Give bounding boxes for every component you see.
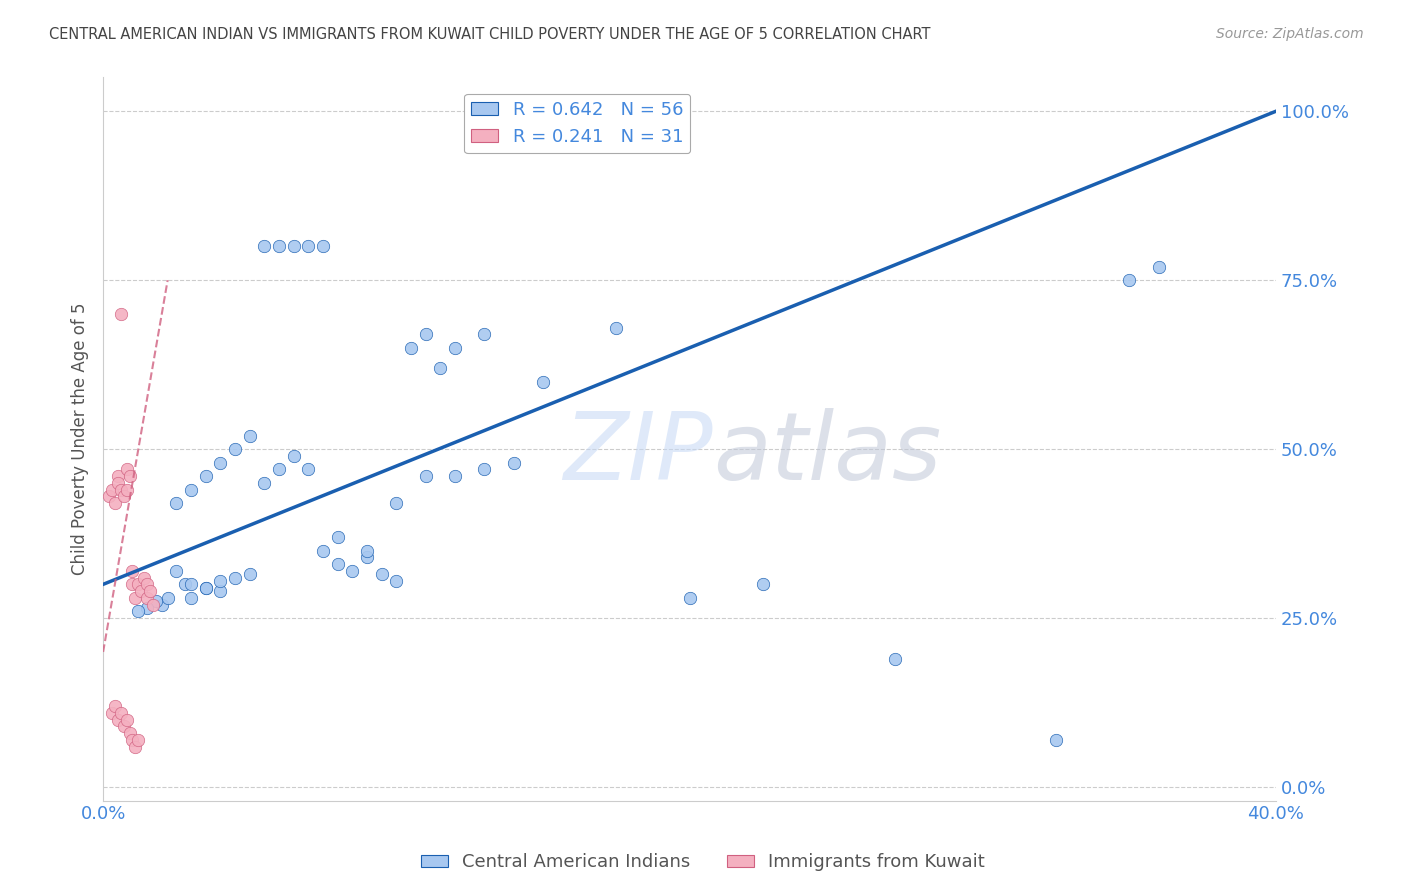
Point	[312, 239, 335, 253]
Point	[239, 428, 262, 442]
Point	[209, 584, 232, 599]
Point	[165, 496, 187, 510]
Point	[194, 469, 217, 483]
Point	[356, 550, 378, 565]
Point	[429, 361, 451, 376]
Point	[224, 442, 246, 457]
Point	[385, 496, 408, 510]
Point	[107, 475, 129, 490]
Point	[883, 651, 905, 665]
Point	[174, 577, 197, 591]
Point	[180, 577, 202, 591]
Text: ZIP: ZIP	[564, 408, 713, 499]
Point	[136, 591, 159, 605]
Point	[326, 530, 349, 544]
Point	[194, 581, 217, 595]
Point	[224, 571, 246, 585]
Point	[180, 591, 202, 605]
Point	[104, 496, 127, 510]
Point	[194, 581, 217, 595]
Point	[121, 564, 143, 578]
Point	[253, 475, 276, 490]
Point	[127, 604, 149, 618]
Point	[104, 698, 127, 713]
Point	[110, 706, 132, 720]
Point	[472, 327, 495, 342]
Point	[142, 598, 165, 612]
Point	[385, 574, 408, 588]
Point	[399, 341, 422, 355]
Point	[502, 456, 524, 470]
Text: atlas: atlas	[713, 408, 941, 499]
Point	[121, 577, 143, 591]
Point	[101, 706, 124, 720]
Point	[297, 462, 319, 476]
Point	[112, 490, 135, 504]
Point	[145, 594, 167, 608]
Y-axis label: Child Poverty Under the Age of 5: Child Poverty Under the Age of 5	[72, 302, 89, 575]
Point	[370, 567, 392, 582]
Point	[209, 456, 232, 470]
Point	[283, 239, 305, 253]
Point	[267, 462, 290, 476]
Point	[115, 462, 138, 476]
Point	[115, 483, 138, 497]
Point	[121, 732, 143, 747]
Point	[127, 577, 149, 591]
Text: Source: ZipAtlas.com: Source: ZipAtlas.com	[1216, 27, 1364, 41]
Point	[134, 571, 156, 585]
Point	[110, 307, 132, 321]
Point	[98, 490, 121, 504]
Point	[136, 577, 159, 591]
Point	[531, 375, 554, 389]
Text: CENTRAL AMERICAN INDIAN VS IMMIGRANTS FROM KUWAIT CHILD POVERTY UNDER THE AGE OF: CENTRAL AMERICAN INDIAN VS IMMIGRANTS FR…	[49, 27, 931, 42]
Point	[356, 543, 378, 558]
Point	[239, 567, 262, 582]
Point	[209, 574, 232, 588]
Point	[444, 469, 467, 483]
Legend: R = 0.642   N = 56, R = 0.241   N = 31: R = 0.642 N = 56, R = 0.241 N = 31	[464, 94, 690, 153]
Point	[124, 591, 146, 605]
Point	[444, 341, 467, 355]
Point	[129, 584, 152, 599]
Point	[101, 483, 124, 497]
Point	[415, 327, 437, 342]
Point	[752, 577, 775, 591]
Point	[267, 239, 290, 253]
Point	[678, 591, 700, 605]
Point	[297, 239, 319, 253]
Point	[150, 598, 173, 612]
Point	[415, 469, 437, 483]
Point	[1045, 732, 1067, 747]
Point	[312, 543, 335, 558]
Point	[107, 469, 129, 483]
Point	[136, 601, 159, 615]
Point	[107, 713, 129, 727]
Point	[118, 726, 141, 740]
Point	[1118, 273, 1140, 287]
Point	[110, 483, 132, 497]
Point	[283, 449, 305, 463]
Point	[1147, 260, 1170, 274]
Point	[127, 732, 149, 747]
Point	[605, 320, 627, 334]
Point	[156, 591, 179, 605]
Point	[139, 584, 162, 599]
Point	[118, 469, 141, 483]
Point	[124, 739, 146, 754]
Point	[180, 483, 202, 497]
Point	[165, 564, 187, 578]
Legend: Central American Indians, Immigrants from Kuwait: Central American Indians, Immigrants fro…	[413, 847, 993, 879]
Point	[472, 462, 495, 476]
Point	[112, 719, 135, 733]
Point	[253, 239, 276, 253]
Point	[326, 557, 349, 571]
Point	[342, 564, 364, 578]
Point	[115, 713, 138, 727]
